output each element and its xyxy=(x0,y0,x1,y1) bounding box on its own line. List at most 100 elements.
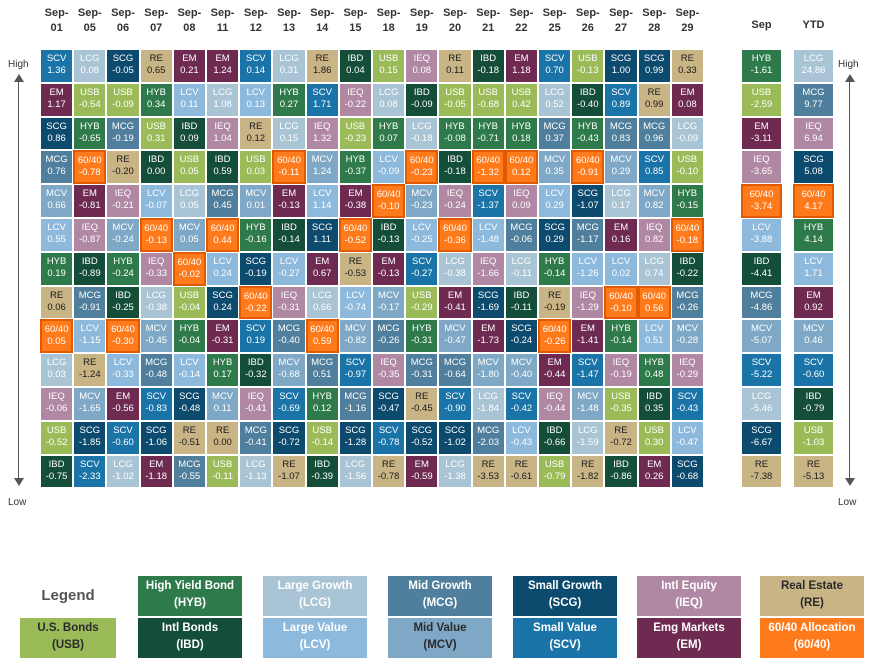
date-column-header: Sep- 21 xyxy=(476,7,501,34)
cell-value: -1.38 xyxy=(444,470,466,482)
date-column-header: Sep- 12 xyxy=(243,7,268,34)
cell-code: EM xyxy=(215,323,230,335)
cell-value: -0.14 xyxy=(610,335,632,347)
cell-value: -0.18 xyxy=(444,166,466,178)
daily-cell: MCG -0.26 xyxy=(670,285,704,320)
legend-item-name: Small Growth xyxy=(527,580,603,592)
cell-code: EM xyxy=(49,86,64,98)
cell-value: 0.31 xyxy=(146,132,166,144)
daily-cell: RE -1.07 xyxy=(272,454,306,489)
daily-cell: SCV 0.14 xyxy=(239,49,273,83)
cell-value: 0.44 xyxy=(213,235,232,246)
cell-code: USB xyxy=(478,86,498,98)
cell-value: -0.24 xyxy=(112,267,134,279)
cell-value: -0.10 xyxy=(610,302,632,314)
daily-cell: LCG -1.38 xyxy=(438,454,472,489)
cell-code: IEQ xyxy=(546,391,563,402)
daily-cell: HYB -0.15 xyxy=(670,184,704,218)
cell-code: MCG xyxy=(543,120,566,132)
cell-code: EM xyxy=(547,357,562,369)
daily-cell: LCG 0.17 xyxy=(604,184,638,218)
daily-cell: SCG 1.11 xyxy=(305,218,339,252)
cell-code: SCG xyxy=(345,424,366,436)
cell-code: USB xyxy=(246,154,266,166)
daily-cell: LCG -1.84 xyxy=(471,387,505,421)
cell-code: USB xyxy=(378,53,399,64)
cell-code: MCG xyxy=(311,357,334,369)
cell-value: -1.28 xyxy=(344,436,367,448)
summary-cell: IBD -4.41 xyxy=(741,251,782,286)
daily-cell: USB -0.09 xyxy=(106,82,140,117)
summary-cell: IBD -0.79 xyxy=(793,387,834,421)
cell-code: MCV xyxy=(610,154,632,166)
cell-code: IBD xyxy=(281,222,297,233)
cell-value: -0.29 xyxy=(676,369,699,381)
cell-code: 60/40 xyxy=(575,155,600,167)
cell-value: -0.38 xyxy=(444,267,466,279)
daily-cell: SCV -0.42 xyxy=(504,387,538,421)
cell-value: -1.80 xyxy=(477,369,500,381)
cell-code: IEQ xyxy=(679,357,696,369)
cell-value: -1.82 xyxy=(576,470,599,482)
cell-value: -0.22 xyxy=(344,98,367,110)
cell-code: IEQ xyxy=(148,255,165,267)
legend-item-SCV: Small Value (SCV) xyxy=(513,618,617,658)
date-column-header: Sep- 26 xyxy=(575,7,600,34)
daily-cell: EM -0.41 xyxy=(438,285,472,320)
daily-cell: IBD -0.18 xyxy=(471,49,505,83)
cell-value: -0.61 xyxy=(510,470,533,482)
daily-cell: USB 0.05 xyxy=(172,150,206,185)
cell-value: 0.65 xyxy=(146,65,166,76)
date-column-header: Sep- 18 xyxy=(376,7,401,34)
daily-cell: SCG -0.48 xyxy=(172,387,206,421)
daily-cell: LCG -1.02 xyxy=(106,454,140,489)
cell-code: SCV xyxy=(246,53,266,64)
cell-value: -0.18 xyxy=(410,132,433,144)
daily-cell: IEQ -0.19 xyxy=(604,353,638,387)
daily-cell: LCV -1.26 xyxy=(571,251,605,286)
daily-cell: 60/40 -0.11 xyxy=(272,150,306,185)
cell-value: -0.13 xyxy=(576,65,599,76)
cell-code: RE xyxy=(581,458,595,470)
legend-item-abbr: (IBD) xyxy=(176,639,204,651)
daily-cell: HYB -0.37 xyxy=(338,150,372,185)
daily-cell: LCG 1.08 xyxy=(206,82,240,117)
cell-value: -0.35 xyxy=(377,369,400,381)
legend-item-IEQ: Intl Equity (IEQ) xyxy=(637,576,741,616)
cell-value: -0.43 xyxy=(676,403,699,414)
daily-cell: LCV -1.15 xyxy=(73,319,107,354)
daily-cell: LCG -1.59 xyxy=(571,420,605,455)
cell-code: RE xyxy=(116,154,130,166)
daily-cell: SCV -2.33 xyxy=(73,454,107,489)
cell-code: MCV xyxy=(802,323,825,335)
cell-value: -1.15 xyxy=(78,335,101,347)
daily-cell: IBD -0.40 xyxy=(571,82,605,117)
daily-cell: IEQ -0.22 xyxy=(338,82,372,117)
daily-cell: IEQ -1.66 xyxy=(471,251,505,286)
summary-cell: SCG -6.67 xyxy=(741,420,782,455)
daily-cell: LCG -0.09 xyxy=(670,116,704,151)
cell-code: SCV xyxy=(803,357,824,369)
daily-cell: IEQ 0.82 xyxy=(637,218,671,252)
cell-value: -0.23 xyxy=(344,132,367,144)
summary-cell: IEQ 6.94 xyxy=(793,116,834,151)
daily-cell: MCG -2.03 xyxy=(471,420,505,455)
cell-value: 0.15 xyxy=(379,65,398,76)
daily-cell: LCV -1.48 xyxy=(471,218,505,252)
daily-cell: EM -0.81 xyxy=(73,184,107,218)
daily-cell: HYB 0.17 xyxy=(206,353,240,387)
cell-code: LCV xyxy=(80,323,100,335)
daily-cell: SCG -1.06 xyxy=(139,420,173,455)
cell-code: IBD xyxy=(48,458,65,470)
cell-code: LCV xyxy=(545,188,564,200)
cell-code: LCV xyxy=(346,289,365,301)
cell-value: 0.48 xyxy=(644,369,664,381)
legend-item-abbr: (LCV) xyxy=(299,639,331,651)
cell-value: -5.22 xyxy=(750,369,773,381)
daily-cell: HYB 0.48 xyxy=(637,353,671,387)
cell-code: SCG xyxy=(477,289,499,301)
cell-code: SCG xyxy=(311,222,333,233)
cell-code: HYB xyxy=(751,53,772,64)
summary-cell: LCG -5.46 xyxy=(741,387,782,421)
cell-code: USB xyxy=(312,424,332,436)
